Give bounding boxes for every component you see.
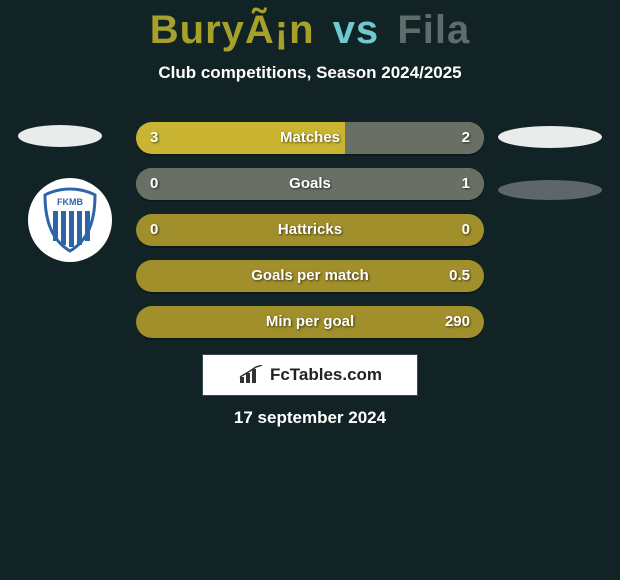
club-logo: FKMB xyxy=(28,178,112,262)
stat-bar: 0 Hattricks 0 xyxy=(136,214,484,246)
stat-label: Hattricks xyxy=(136,214,484,246)
subtitle: Club competitions, Season 2024/2025 xyxy=(0,63,620,83)
brand-box[interactable]: FcTables.com xyxy=(202,354,418,396)
page-title: BuryÃ¡n vs Fila xyxy=(0,0,620,53)
stat-right-value: 1 xyxy=(462,168,470,200)
badge-left-ellipse xyxy=(18,125,102,147)
club-logo-text: FKMB xyxy=(57,197,83,207)
stat-label: Goals per match xyxy=(136,260,484,292)
stat-right-value: 0.5 xyxy=(449,260,470,292)
stat-bar: Min per goal 290 xyxy=(136,306,484,338)
badge-right-top-ellipse xyxy=(498,126,602,148)
bar-chart-icon xyxy=(238,365,264,385)
title-vs: vs xyxy=(333,8,380,52)
club-shield-icon: FKMB xyxy=(35,185,105,255)
stat-bars: 3 Matches 2 0 Goals 1 0 Hattricks 0 Goal… xyxy=(136,122,484,352)
stat-label: Matches xyxy=(136,122,484,154)
title-player-a: BuryÃ¡n xyxy=(150,8,315,52)
brand-text: FcTables.com xyxy=(270,365,382,385)
stat-bar: 3 Matches 2 xyxy=(136,122,484,154)
stat-bar: Goals per match 0.5 xyxy=(136,260,484,292)
stat-label: Goals xyxy=(136,168,484,200)
stat-right-value: 290 xyxy=(445,306,470,338)
stat-label: Min per goal xyxy=(136,306,484,338)
badge-right-mid-ellipse xyxy=(498,180,602,200)
stat-right-value: 2 xyxy=(462,122,470,154)
stat-bar: 0 Goals 1 xyxy=(136,168,484,200)
title-player-b: Fila xyxy=(397,8,470,52)
date-text: 17 september 2024 xyxy=(0,408,620,428)
stat-right-value: 0 xyxy=(462,214,470,246)
